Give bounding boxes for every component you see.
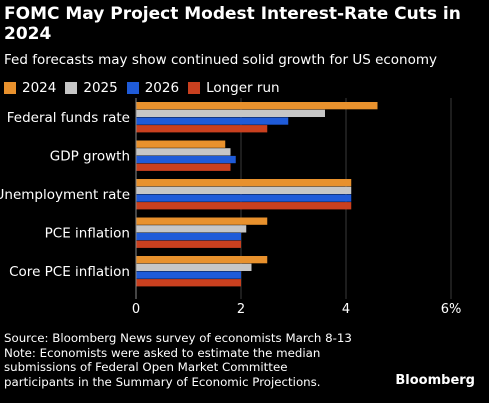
- chart-subtitle: Fed forecasts may show continued solid g…: [4, 52, 438, 68]
- bloomberg-logo: Bloomberg: [395, 373, 475, 388]
- note-line-3: participants in the Summary of Economic …: [4, 374, 321, 389]
- bar: [136, 148, 231, 156]
- legend-item-2025: 2025: [65, 80, 118, 96]
- bar: [136, 109, 325, 117]
- source-note: Source: Bloomberg News survey of economi…: [4, 331, 352, 345]
- bar: [136, 240, 241, 248]
- chart-title: FOMC May Project Modest Interest-Rate Cu…: [4, 4, 461, 44]
- legend-label-longer-run: Longer run: [206, 80, 280, 96]
- bar: [136, 202, 352, 210]
- bar: [136, 271, 241, 279]
- category-label: Unemployment rate: [0, 187, 130, 203]
- chart-legend: 2024 2025 2026 Longer run: [4, 79, 289, 97]
- bar: [136, 279, 241, 287]
- bar: [136, 117, 289, 125]
- bar: [136, 256, 268, 264]
- legend-label-2026: 2026: [144, 80, 180, 96]
- note-line-2: submissions of Federal Open Market Commi…: [4, 360, 288, 375]
- bar: [136, 163, 231, 171]
- category-label: Core PCE inflation: [9, 264, 130, 280]
- legend-swatch-longer-run: [188, 82, 201, 94]
- bar: [136, 125, 268, 133]
- legend-label-2024: 2024: [22, 80, 57, 96]
- legend-label-2025: 2025: [83, 80, 118, 96]
- legend-swatch-2026: [126, 82, 139, 94]
- bar: [136, 155, 236, 164]
- category-label: PCE inflation: [45, 225, 130, 241]
- x-tick-label: 0: [132, 302, 140, 317]
- bar-chart: Federal funds rate GDP growth Unemployment…: [0, 98, 462, 317]
- category-label: Federal funds rate: [7, 110, 130, 126]
- bar: [136, 232, 241, 241]
- bar: [136, 140, 226, 148]
- bar: [136, 225, 247, 233]
- chart-footer: Source: Bloomberg News survey of economi…: [4, 331, 404, 389]
- category-label: GDP growth: [50, 148, 130, 164]
- legend-item-2026: 2026: [126, 80, 180, 96]
- bar: [136, 179, 352, 187]
- legend-item-2024: 2024: [4, 80, 56, 96]
- bar: [136, 102, 378, 110]
- x-tick-label: 4: [342, 302, 350, 317]
- legend-item-longer-run: Longer run: [188, 80, 280, 96]
- legend-swatch-2024: [4, 82, 16, 94]
- bar: [136, 263, 252, 271]
- bar: [136, 186, 352, 194]
- bar: [136, 194, 352, 202]
- legend-swatch-2025: [65, 82, 78, 94]
- note-line-1: Note: Economists were asked to estimate …: [4, 345, 321, 360]
- x-tick-label: 2: [237, 302, 245, 317]
- bar: [136, 217, 268, 225]
- x-tick-label: 6%: [441, 302, 462, 317]
